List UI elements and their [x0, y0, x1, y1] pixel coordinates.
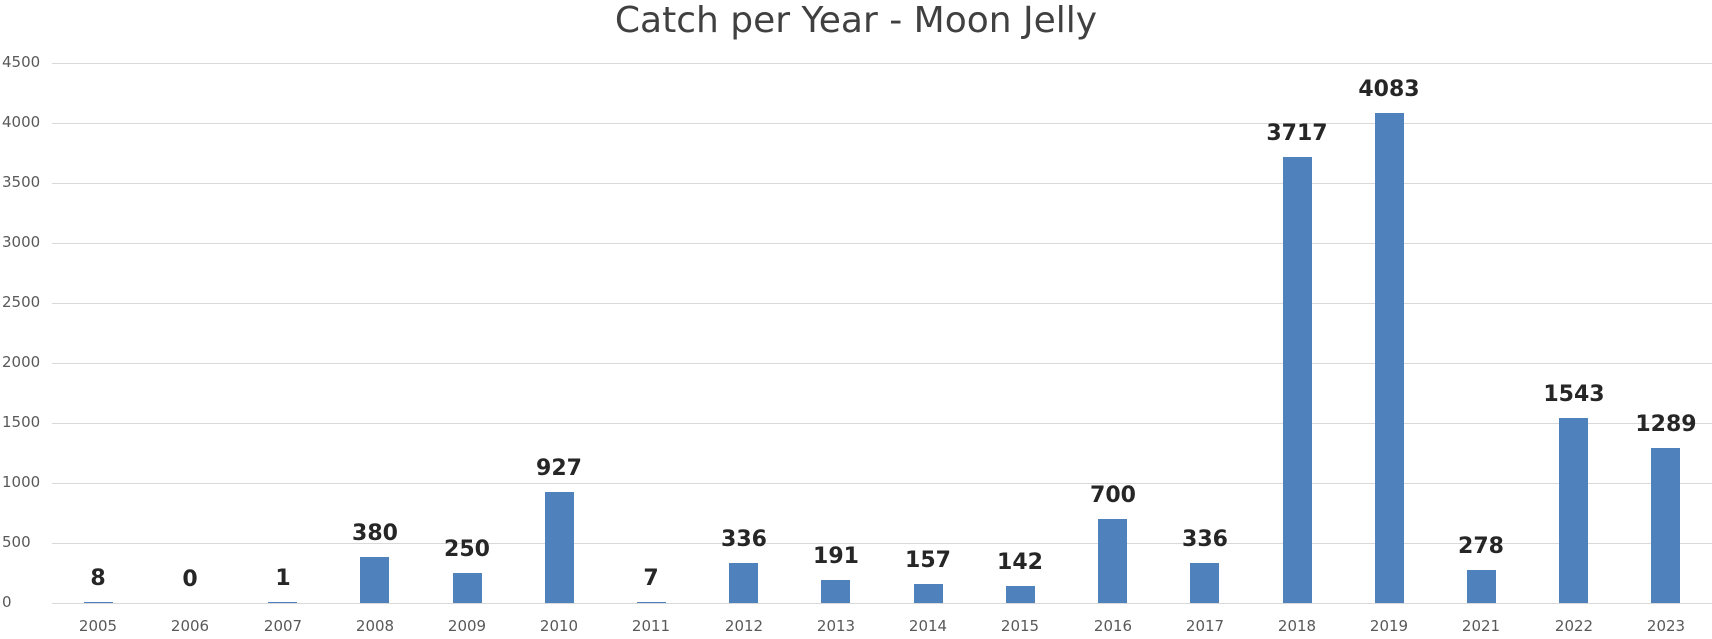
- data-label: 0: [182, 567, 198, 592]
- y-tick-label: 2000: [2, 353, 41, 371]
- x-tick-label: 2010: [539, 617, 579, 635]
- bar-2011: [637, 601, 666, 603]
- x-tick-label: 2016: [1093, 617, 1133, 635]
- bar-2014: [914, 584, 943, 603]
- data-label: 191: [813, 544, 859, 569]
- gridline: [52, 183, 1712, 184]
- x-tick-label: 2006: [170, 617, 210, 635]
- bar-2010: [545, 491, 574, 603]
- data-label: 336: [1182, 527, 1228, 552]
- x-tick-label: 2017: [1185, 617, 1225, 635]
- y-tick-label: 4500: [2, 53, 41, 71]
- y-tick-label: 0: [2, 593, 12, 611]
- y-tick-label: 4000: [2, 113, 41, 131]
- y-tick-label: 1000: [2, 473, 41, 491]
- gridline: [52, 243, 1712, 244]
- y-tick-label: 500: [2, 533, 31, 551]
- data-label: 142: [997, 550, 1043, 575]
- bar-2009: [453, 573, 482, 603]
- bar-2022: [1559, 417, 1588, 603]
- x-tick-label: 2011: [631, 617, 671, 635]
- x-tick-label: 2012: [724, 617, 764, 635]
- data-label: 700: [1090, 483, 1136, 508]
- gridline: [52, 63, 1712, 64]
- gridline: [52, 303, 1712, 304]
- bar-2005: [84, 601, 113, 603]
- bar-2021: [1467, 569, 1496, 603]
- x-tick-label: 2021: [1461, 617, 1501, 635]
- y-tick-label: 2500: [2, 293, 41, 311]
- x-tick-label: 2007: [263, 617, 303, 635]
- data-label: 1543: [1543, 382, 1605, 407]
- x-tick-label: 2015: [1000, 617, 1040, 635]
- gridline: [52, 603, 1712, 604]
- data-label: 380: [352, 521, 398, 546]
- data-label: 3717: [1266, 121, 1328, 146]
- x-tick-label: 2018: [1277, 617, 1317, 635]
- data-label: 278: [1458, 534, 1504, 559]
- bar-2012: [729, 562, 758, 603]
- bar-2023: [1651, 448, 1680, 603]
- bar-2013: [821, 580, 850, 603]
- x-tick-label: 2023: [1646, 617, 1686, 635]
- data-label: 157: [905, 548, 951, 573]
- data-label: 336: [721, 527, 767, 552]
- bar-2019: [1375, 113, 1404, 603]
- data-label: 250: [444, 537, 490, 562]
- data-label: 8: [90, 566, 106, 591]
- bar-2018: [1283, 156, 1312, 603]
- y-tick-label: 3500: [2, 173, 41, 191]
- bar-2016: [1098, 519, 1127, 603]
- y-tick-label: 1500: [2, 413, 41, 431]
- data-label: 1289: [1635, 412, 1697, 437]
- data-label: 1: [275, 566, 291, 591]
- y-tick-label: 3000: [2, 233, 41, 251]
- bar-2017: [1190, 562, 1219, 603]
- x-tick-label: 2014: [908, 617, 948, 635]
- gridline: [52, 423, 1712, 424]
- x-tick-label: 2019: [1369, 617, 1409, 635]
- gridline: [52, 363, 1712, 364]
- x-tick-label: 2005: [78, 617, 118, 635]
- chart-title: Catch per Year - Moon Jelly: [614, 0, 1098, 41]
- x-tick-label: 2008: [355, 617, 395, 635]
- x-tick-label: 2009: [447, 617, 487, 635]
- gridline: [52, 123, 1712, 124]
- x-tick-label: 2022: [1554, 617, 1594, 635]
- data-label: 7: [643, 566, 659, 591]
- gridline: [52, 543, 1712, 544]
- bar-2015: [1006, 585, 1035, 603]
- x-tick-label: 2013: [816, 617, 856, 635]
- bar-2008: [360, 557, 389, 603]
- data-label: 4083: [1358, 77, 1420, 102]
- data-label: 927: [536, 456, 582, 481]
- gridline: [52, 483, 1712, 484]
- bar-2007: [268, 601, 297, 603]
